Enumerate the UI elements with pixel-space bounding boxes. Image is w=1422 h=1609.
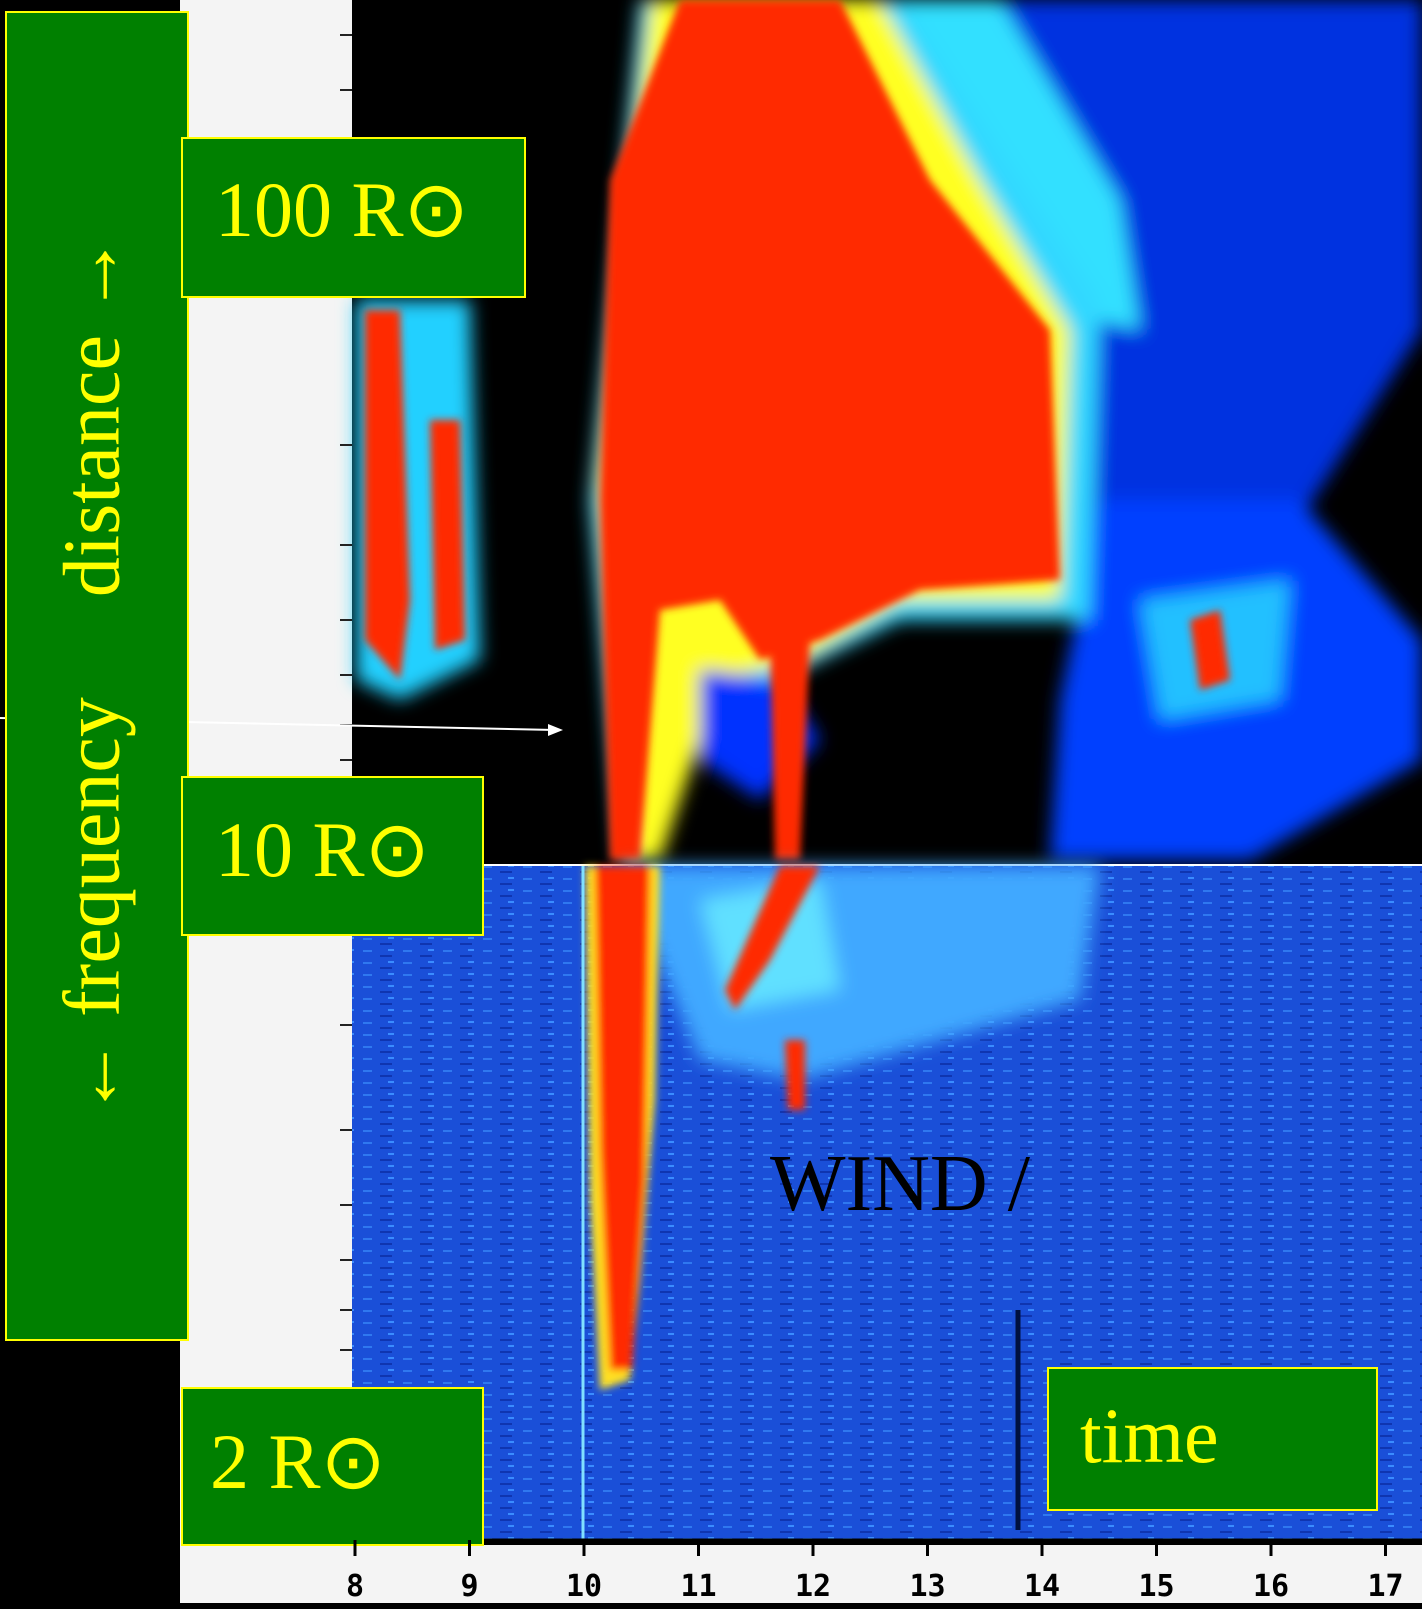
emission-core [365, 0, 1230, 860]
side-label-box [5, 11, 189, 1341]
x-tick-label: 11 [680, 1569, 716, 1604]
x-tick-label: 8 [346, 1569, 364, 1604]
marker-label: 100 R⊙ [215, 166, 469, 253]
marker-box [181, 1387, 484, 1546]
x-tick-label: 14 [1024, 1569, 1060, 1604]
x-tick-label: 13 [909, 1569, 945, 1604]
x-tick-label: 17 [1367, 1569, 1403, 1604]
x-tick-label: 10 [566, 1569, 602, 1604]
x-tick-label: 9 [460, 1569, 478, 1604]
marker-label: 10 R⊙ [215, 806, 430, 893]
marker-box [181, 137, 526, 298]
marker-label: 2 R⊙ [210, 1418, 386, 1505]
x-tick-label: 12 [795, 1569, 831, 1604]
x-tick-label: 15 [1138, 1569, 1174, 1604]
x-tick-label: 16 [1253, 1569, 1289, 1604]
time-label: time [1080, 1392, 1219, 1479]
x-axis-panel [180, 1545, 1422, 1603]
emission-lower-core [585, 866, 820, 1390]
marker-box [181, 776, 484, 936]
y-ticks [340, 34, 352, 1351]
x-axis: 8 9 10 11 12 13 14 15 16 17 [346, 1540, 1404, 1604]
side-label: ← frequency distance → [48, 235, 136, 1117]
pointer-head [548, 724, 563, 736]
time-box [1047, 1367, 1378, 1511]
instrument-label: WIND / [770, 1140, 1031, 1228]
